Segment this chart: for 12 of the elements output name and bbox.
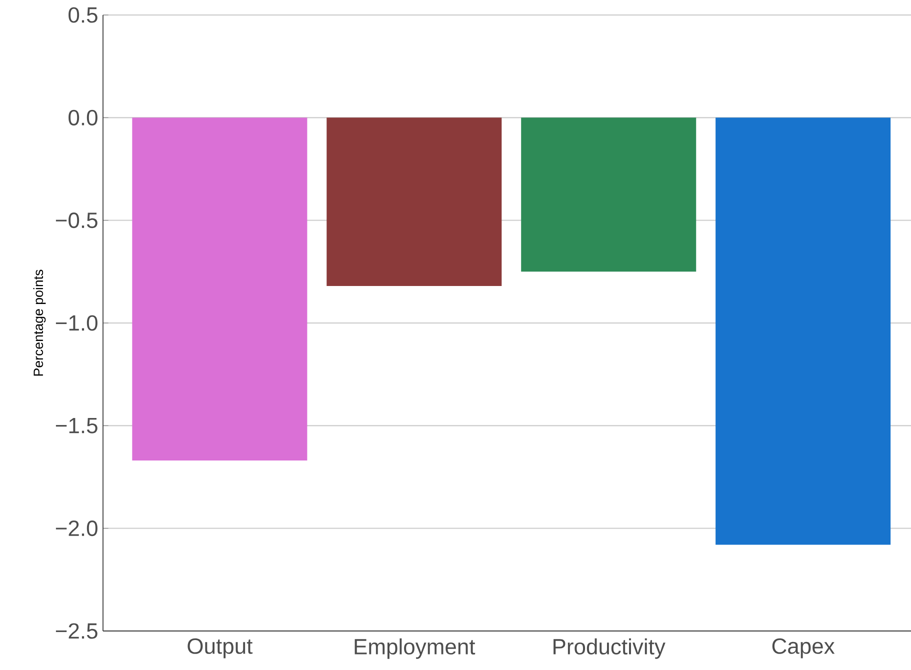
y-tick-label: −1.5 [56,418,98,434]
y-axis-title: Percentage points [33,270,46,376]
y-tick-label: 0.5 [68,7,98,23]
x-tick-label: Productivity [554,638,666,659]
x-tick-label: Capex [772,638,835,658]
y-tick-label: −1.0 [56,315,98,331]
y-tick-label: −2.0 [56,520,98,536]
y-tick-label: −2.5 [56,623,98,639]
y-tick-label: −0.5 [56,212,98,228]
x-tick-label: Employment [354,638,476,659]
x-tick-label: Output [188,638,253,658]
y-tick-label: 0.0 [68,110,98,126]
